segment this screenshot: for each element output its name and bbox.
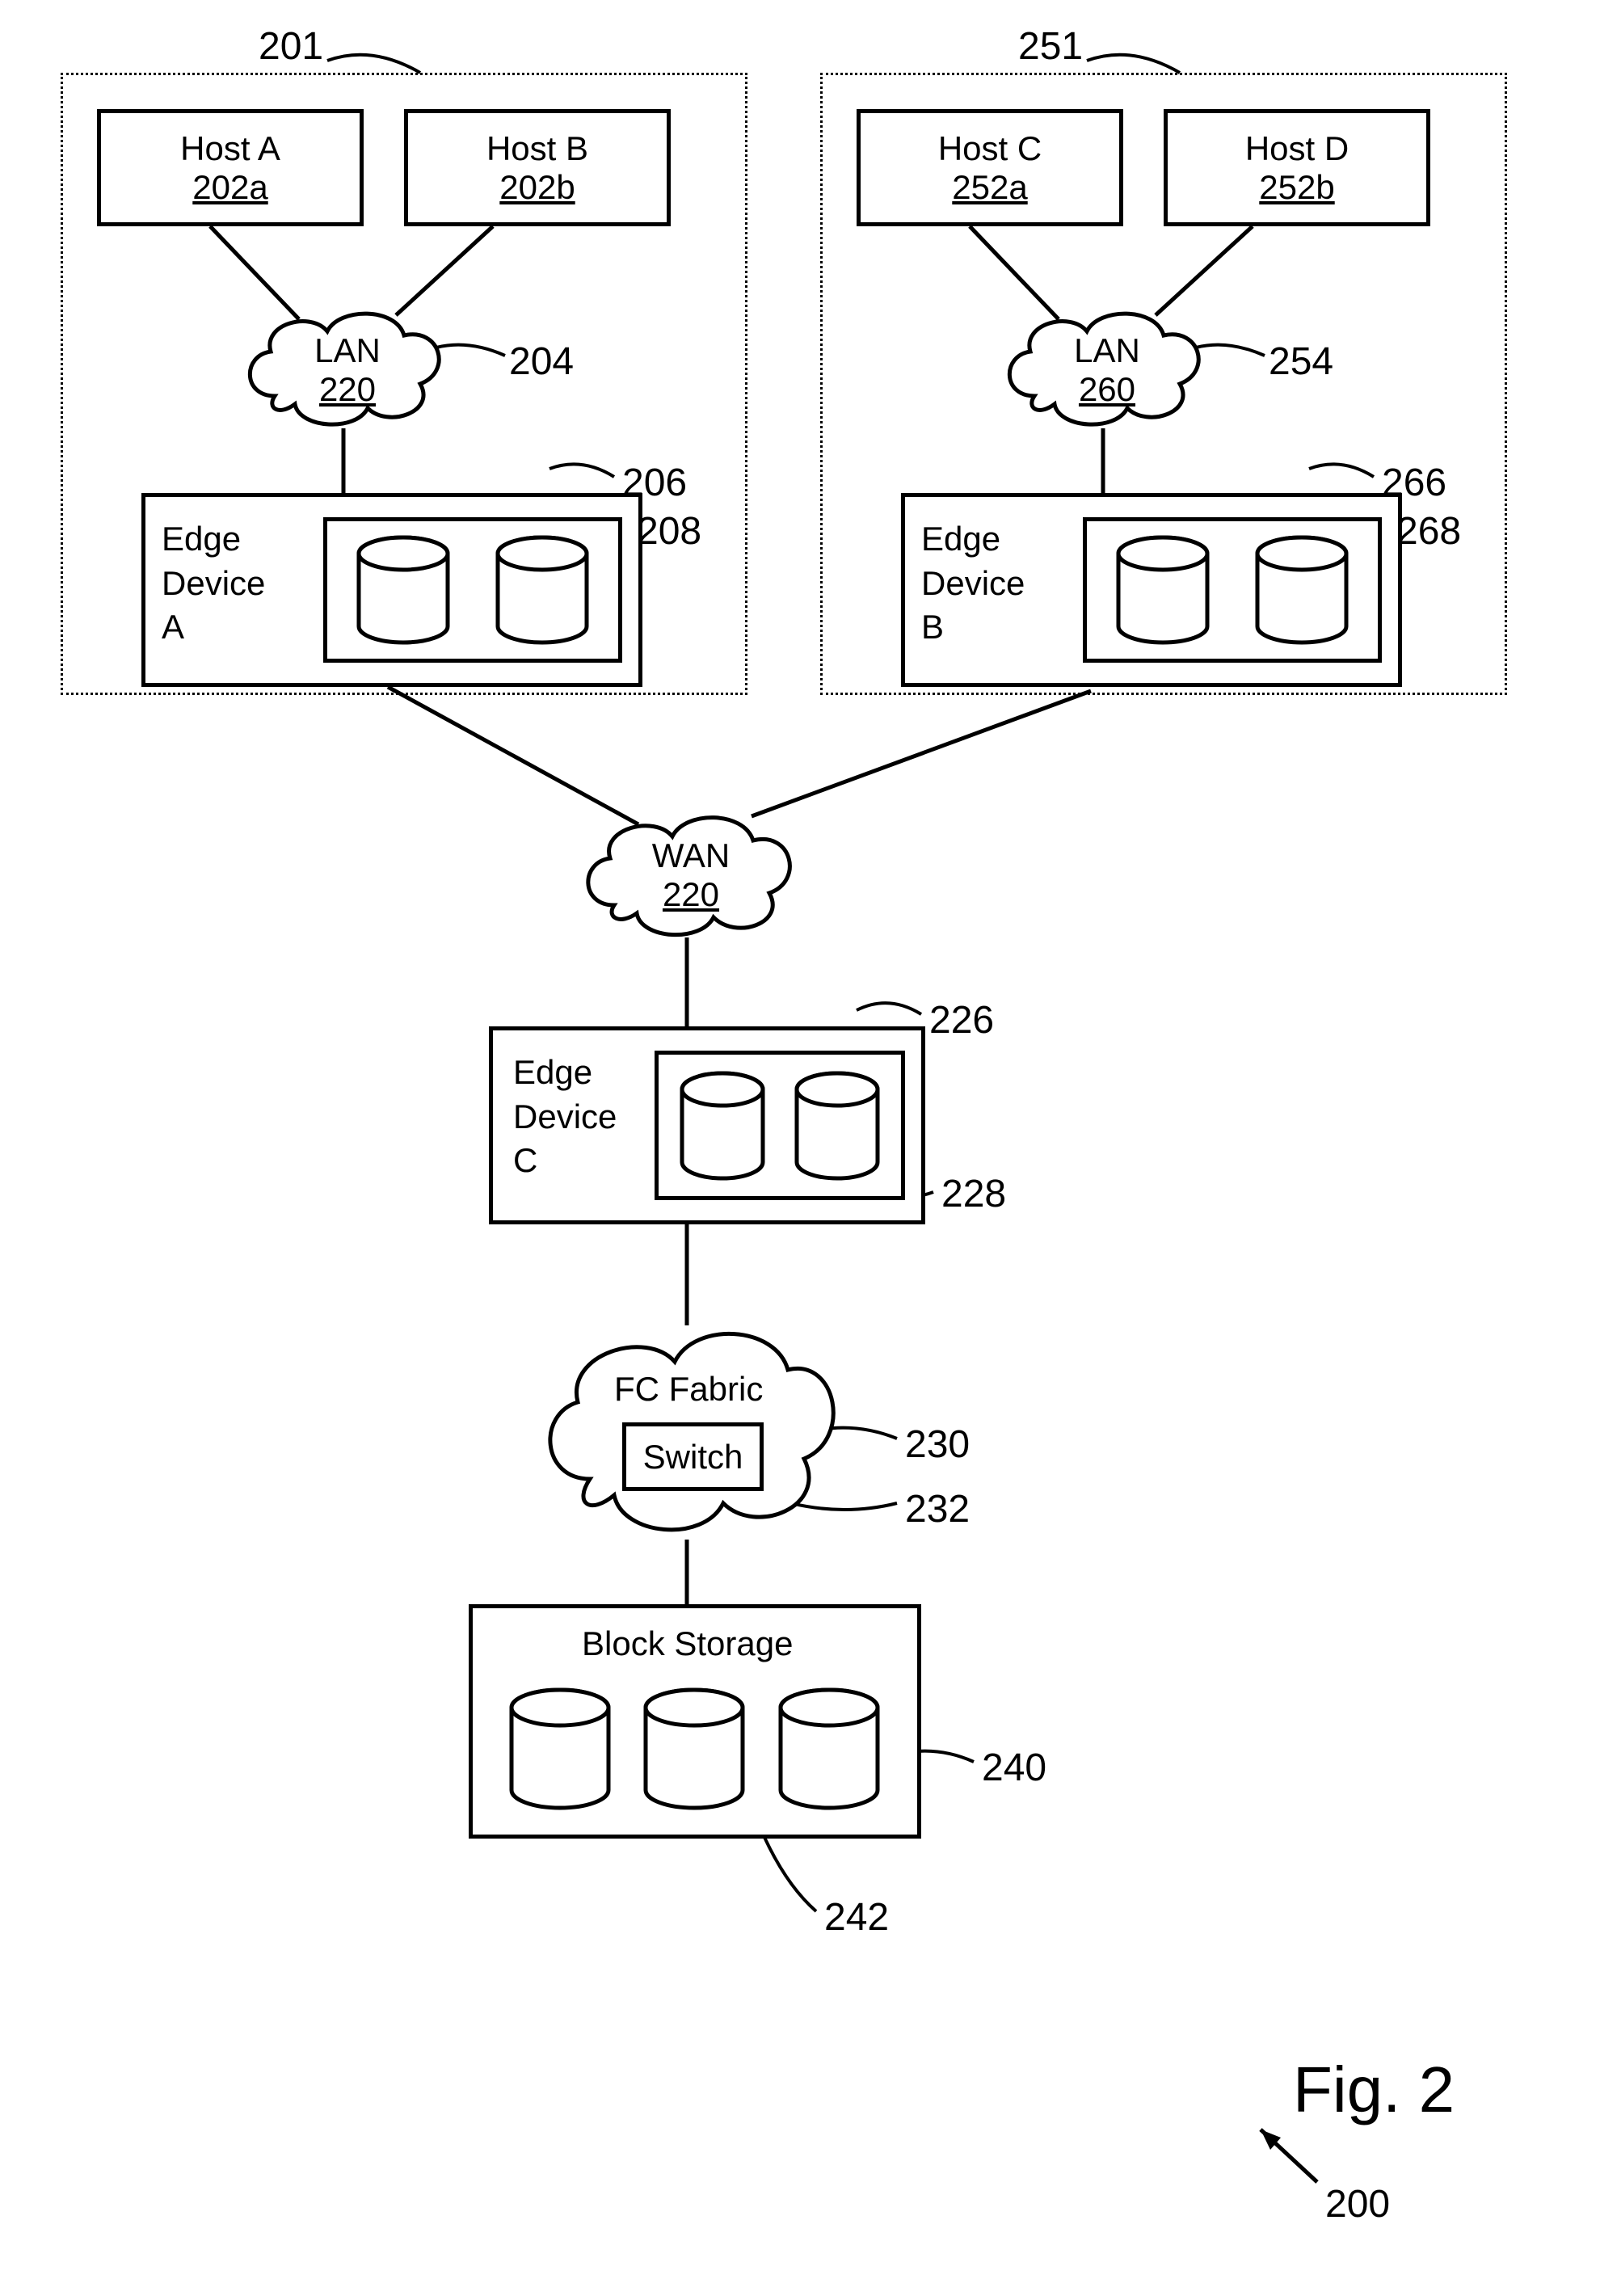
edge-c-storage [655, 1051, 905, 1200]
host-d-title: Host D [1245, 129, 1349, 168]
host-d-box: Host D 252b [1164, 109, 1430, 226]
edge-b-l2: Device [921, 562, 1025, 606]
edge-c-l1: Edge [513, 1051, 617, 1095]
cylinder-icon [771, 1685, 888, 1814]
ref-206: 206 [622, 461, 687, 505]
ref-226: 226 [929, 998, 994, 1043]
host-b-ref: 202b [499, 168, 575, 207]
host-b-title: Host B [486, 129, 588, 168]
fc-switch-label: Switch [643, 1438, 743, 1477]
ref-232: 232 [905, 1487, 970, 1531]
cylinder-icon [636, 1685, 753, 1814]
ref-204: 204 [509, 339, 574, 384]
figure-label: Fig. 2 [1293, 2053, 1455, 2127]
host-c-title: Host C [938, 129, 1042, 168]
wan-title: WAN [642, 836, 739, 875]
edge-a-l3: A [162, 605, 265, 650]
host-b-box: Host B 202b [404, 109, 671, 226]
ref-201: 201 [259, 24, 323, 69]
ref-200: 200 [1325, 2182, 1390, 2226]
edge-a-storage [323, 517, 622, 663]
lan-b-ref: 260 [1067, 370, 1147, 409]
edge-b-storage [1083, 517, 1382, 663]
lan-a-text: LAN 220 [307, 331, 388, 409]
wan-text: WAN 220 [642, 836, 739, 914]
fc-title: FC Fabric [614, 1370, 763, 1409]
ref-268: 268 [1396, 509, 1461, 554]
wan-ref: 220 [642, 875, 739, 914]
edge-a-l1: Edge [162, 517, 265, 562]
block-storage-title: Block Storage [582, 1624, 793, 1663]
ref-230: 230 [905, 1422, 970, 1467]
edge-b-l1: Edge [921, 517, 1025, 562]
cylinder-icon [789, 1069, 886, 1182]
edge-c-label: Edge Device C [513, 1051, 617, 1183]
cylinder-icon [1110, 533, 1215, 647]
lan-a-title: LAN [307, 331, 388, 370]
cylinder-icon [1249, 533, 1354, 647]
ref-240: 240 [982, 1746, 1046, 1790]
host-d-ref: 252b [1259, 168, 1334, 207]
host-a-box: Host A 202a [97, 109, 364, 226]
cylinder-icon [674, 1069, 771, 1182]
edge-a-l2: Device [162, 562, 265, 606]
ref-242: 242 [824, 1895, 889, 1940]
cylinder-icon [502, 1685, 619, 1814]
edge-b-l3: B [921, 605, 1025, 650]
lan-b-title: LAN [1067, 331, 1147, 370]
edge-c-l2: Device [513, 1095, 617, 1140]
cylinder-icon [490, 533, 595, 647]
ref-254: 254 [1269, 339, 1333, 384]
lan-b-text: LAN 260 [1067, 331, 1147, 409]
edge-b-label: Edge Device B [921, 517, 1025, 650]
edge-c-l3: C [513, 1139, 617, 1183]
ref-228: 228 [941, 1172, 1006, 1216]
ref-208: 208 [637, 509, 701, 554]
host-c-box: Host C 252a [857, 109, 1123, 226]
block-storage-disks [493, 1677, 897, 1822]
host-a-ref: 202a [192, 168, 267, 207]
ref-266: 266 [1382, 461, 1446, 505]
ref-251: 251 [1018, 24, 1083, 69]
fc-switch-box: Switch [622, 1422, 764, 1491]
cylinder-icon [351, 533, 456, 647]
lan-a-ref: 220 [307, 370, 388, 409]
diagram-canvas: 201 Host A 202a Host B 202b LAN 220 204 … [0, 0, 1600, 2296]
host-a-title: Host A [180, 129, 280, 168]
host-c-ref: 252a [952, 168, 1027, 207]
edge-a-label: Edge Device A [162, 517, 265, 650]
